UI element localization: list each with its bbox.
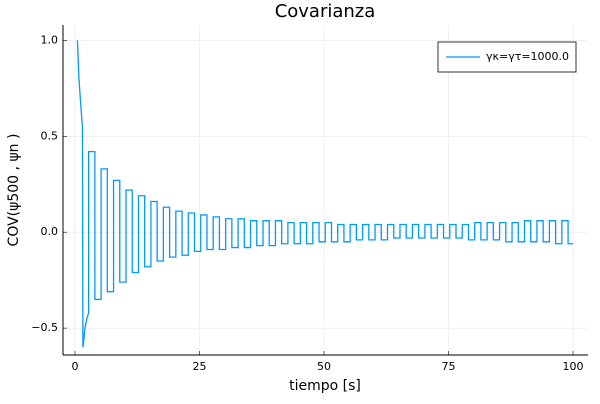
legend-label: γκ=γτ=1000.0 — [486, 50, 569, 63]
y-tick-label: 0.5 — [41, 129, 59, 142]
series-line — [76, 40, 574, 348]
x-axis-label: tiempo [s] — [289, 378, 361, 394]
y-tick-label: −0.5 — [31, 321, 58, 334]
x-tick-label: 100 — [563, 360, 584, 373]
x-tick-label: 25 — [192, 360, 206, 373]
y-tick-label: 1.0 — [41, 33, 59, 46]
y-tick-label: 0.0 — [41, 225, 59, 238]
y-axis-label: COV(ψ500 , ψn ) — [6, 134, 22, 247]
x-tick-label: 50 — [317, 360, 331, 373]
x-tick-label: 0 — [71, 360, 78, 373]
chart-title: Covarianza — [275, 1, 376, 22]
x-tick-label: 75 — [442, 360, 456, 373]
